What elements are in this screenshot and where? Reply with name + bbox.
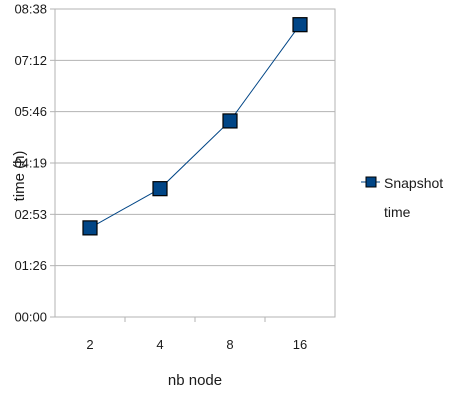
plot-area-border xyxy=(54,8,336,318)
y-tick-label: 04:19 xyxy=(14,156,47,171)
y-axis-title: time (h) xyxy=(11,151,28,202)
grid-lines xyxy=(55,59,335,267)
y-tick-label: 00:00 xyxy=(14,310,47,325)
series-markers xyxy=(82,17,308,236)
y-tick-label: 01:26 xyxy=(14,258,47,273)
series-line-snapshot-time xyxy=(89,24,301,229)
data-point-marker xyxy=(82,220,98,236)
x-tick-marks xyxy=(124,317,266,322)
y-tick-marks xyxy=(50,8,55,318)
y-tick-labels: 00:00 01:26 02:53 04:19 05:46 07:12 08:38 xyxy=(14,2,47,325)
x-tick-label: 16 xyxy=(293,337,307,352)
x-tick-label: 8 xyxy=(226,337,233,352)
x-tick-label: 4 xyxy=(156,337,163,352)
y-tick-label: 05:46 xyxy=(14,104,47,119)
data-point-marker xyxy=(222,113,238,129)
data-point-marker xyxy=(152,181,168,197)
x-tick-labels: 2 4 8 16 xyxy=(86,337,307,352)
y-tick-label: 08:38 xyxy=(14,2,47,17)
x-tick-label: 2 xyxy=(86,337,93,352)
legend-label-line-1: Snapshot xyxy=(384,175,443,191)
legend-marker xyxy=(365,176,377,188)
data-point-marker xyxy=(292,17,308,33)
y-tick-label: 02:53 xyxy=(14,207,47,222)
y-tick-label: 07:12 xyxy=(14,53,47,68)
legend: Snapshot time xyxy=(361,175,443,220)
x-axis-title: nb node xyxy=(168,372,222,389)
legend-label-line-2: time xyxy=(384,204,411,220)
